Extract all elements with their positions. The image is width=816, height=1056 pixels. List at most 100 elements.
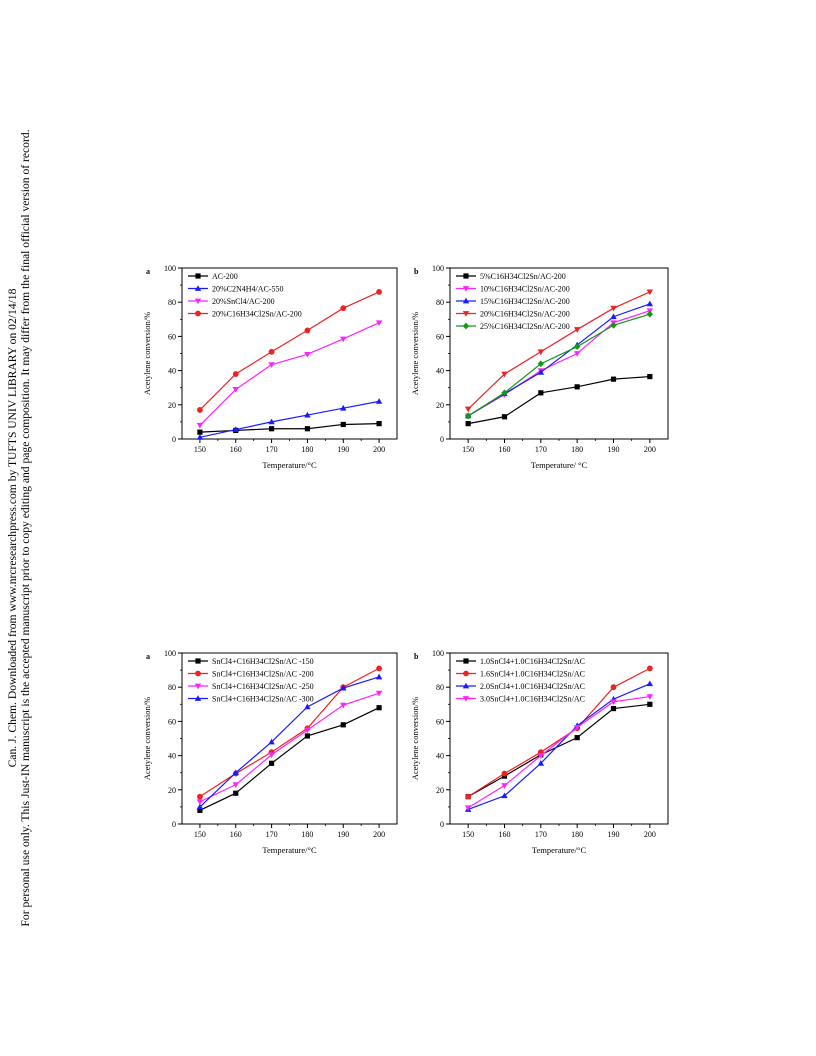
x-tick-label: 160 [230,830,242,839]
x-tick-label: 180 [571,830,583,839]
y-axis-label: Acetylene conversion/% [142,312,152,395]
plot-frame [181,652,398,825]
legend-entry: 25%C16H34Cl2Sn/AC-200 [480,322,570,331]
x-tick-label: 200 [373,830,385,839]
data-point [197,793,203,800]
data-point [304,727,311,734]
data-point [197,429,203,435]
data-point [376,705,382,711]
x-tick-label: 170 [535,445,547,454]
legend-entry: 20%C2N4H4/AC-550 [212,285,284,294]
x-tick-label: 170 [535,830,547,839]
data-point [574,735,580,741]
legend-entry: AC-200 [212,272,238,281]
data-point [610,313,617,320]
chart-svg-bottom-right: b 0 20 40 60 80 100 150 160 170 180 190 200 Temperatu… [410,649,669,855]
data-point [197,807,203,813]
x-axis-label: Temperature/°C [532,845,587,855]
y-tick-label: 0 [172,820,176,829]
series-1 [197,705,382,813]
data-point [573,724,581,731]
panel-label: b [414,652,419,661]
y-tick-label: 80 [436,683,444,692]
legend-marker [194,298,202,305]
legend-entry: 20%C16H34Cl2Sn/AC-200 [212,310,302,319]
data-point [232,371,239,377]
data-point [537,349,545,356]
data-point [304,703,311,710]
legend-marker [463,670,469,677]
panel-label: b [414,267,419,276]
data-point [610,705,617,712]
data-point [340,404,347,411]
x-tick-label: 190 [337,445,349,454]
data-point [196,433,204,440]
data-point [197,407,203,413]
series-line [467,310,651,417]
y-tick-label: 40 [168,367,176,376]
data-point [196,803,204,810]
data-point [268,418,275,425]
legend-entry: SnCl4+C16H34Cl2Sn/AC -250 [212,682,314,691]
data-point [501,414,508,420]
data-point [538,390,544,396]
data-point [646,665,653,672]
data-point [375,673,383,680]
y-tick-label: 0 [440,820,444,829]
y-tick-label: 100 [164,649,176,658]
x-tick-label: 190 [608,445,620,454]
legend-marker [462,696,470,702]
data-point [464,406,472,413]
y-tick-label: 60 [436,717,444,726]
x-tick-label: 170 [266,445,278,454]
data-point [646,680,654,687]
series-line [199,400,380,438]
series-1 [465,701,653,800]
series-3 [196,320,383,429]
data-point [340,421,346,428]
legend: 1.0SnCl4+1.0C16H34Cl2Sn/AC 1.6SnCl4+1.0C1… [456,657,585,704]
y-tick-label: 60 [168,332,176,341]
x-tick-label: 150 [462,445,474,454]
y-tick-label: 0 [172,435,176,444]
legend-marker [462,297,470,304]
data-point [647,701,653,707]
series-4 [464,694,654,812]
legend-entry: 20%SnCl4/AC-200 [212,297,275,306]
data-point [268,362,275,368]
data-point [196,799,204,806]
legend: 5%C16H34Cl2Sn/AC-200 10%C16H34Cl2Sn/AC-20… [456,272,570,331]
data-point [464,412,472,420]
data-point [501,770,508,777]
data-point [340,722,346,728]
x-tick-label: 200 [644,830,656,839]
legend: SnCl4+C16H34Cl2Sn/AC -150 SnCl4+C16H34Cl2… [188,657,314,704]
series-line [467,313,651,417]
y-tick-label: 80 [168,298,176,307]
legend-entry: SnCl4+C16H34Cl2Sn/AC -150 [212,657,314,666]
series-line [199,322,380,426]
y-tick-label: 40 [168,752,176,761]
data-point [268,426,275,432]
data-point [610,376,617,382]
data-point [268,738,275,745]
x-tick-label: 160 [499,830,511,839]
data-point [501,792,508,799]
data-point [646,694,654,700]
legend-entry: 20%C16H34Cl2Sn/AC-200 [480,310,570,319]
y-tick-label: 20 [168,786,176,795]
y-axis-label: Acetylene conversion/% [410,312,420,395]
legend-marker [462,322,470,330]
legend-marker [462,311,470,317]
data-point [610,699,617,706]
data-point [501,371,508,378]
plot-frame [181,267,398,440]
y-tick-label: 60 [436,332,444,341]
chart-panel-bottom-left: a 0 20 40 60 80 100 150 160 170 180 190 200 Temperatu… [140,643,405,858]
data-point [340,336,347,343]
series-line [468,375,650,425]
panel-label: a [146,652,150,661]
y-tick-label: 0 [440,435,444,444]
y-axis-label: Acetylene conversion/% [142,697,152,780]
data-point [304,411,311,418]
